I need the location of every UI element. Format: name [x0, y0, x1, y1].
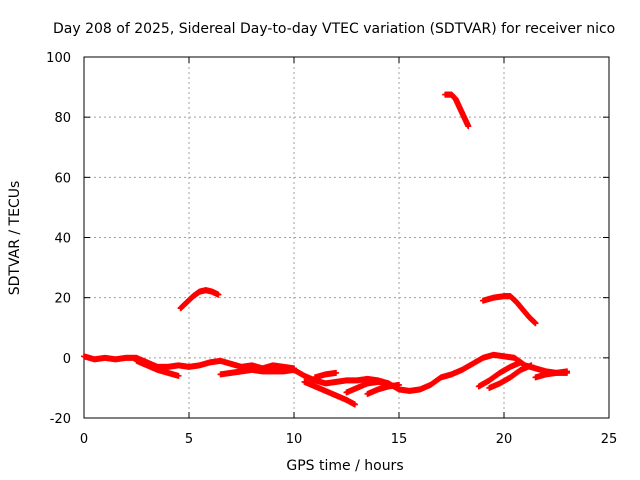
x-tick-label: 20	[496, 432, 513, 447]
series-baseline-c	[217, 366, 297, 378]
chart-title: Day 208 of 2025, Sidereal Day-to-day VTE…	[53, 21, 615, 37]
y-tick-label: 80	[54, 111, 71, 126]
series-dip-d	[364, 381, 402, 397]
series-arc-low-morning	[177, 287, 222, 312]
y-tick-label: -20	[50, 412, 71, 427]
x-tick-label: 0	[80, 432, 88, 447]
series-arc-high	[442, 91, 472, 130]
series-rise-b	[486, 362, 535, 391]
series-rise-a	[475, 359, 524, 390]
data-points	[81, 91, 570, 408]
y-tick-label: 20	[54, 292, 71, 307]
x-tick-label: 5	[185, 432, 193, 447]
series-dip-b	[301, 378, 358, 408]
series-baseline-b	[133, 357, 182, 379]
y-axis-label: SDTVAR / TECUs	[7, 181, 23, 296]
x-tick-label: 15	[391, 432, 408, 447]
y-tick-label: 100	[46, 51, 71, 66]
y-tick-label: 60	[54, 171, 71, 186]
x-tick-label: 25	[601, 432, 618, 447]
y-tick-label: 0	[63, 352, 71, 367]
y-tick-label: 40	[54, 232, 71, 247]
series-dip-e	[312, 369, 339, 381]
x-tick-label: 10	[286, 432, 303, 447]
series-rise-c	[532, 368, 570, 381]
series-baseline-a	[81, 353, 297, 372]
axis-ticks: 0 5 10 15 20 25 -20 0 20 40 60 80 100	[46, 51, 617, 447]
series-arc-low-evening	[480, 293, 539, 327]
x-axis-label: GPS time / hours	[286, 458, 403, 474]
series-dip-c	[343, 378, 392, 396]
